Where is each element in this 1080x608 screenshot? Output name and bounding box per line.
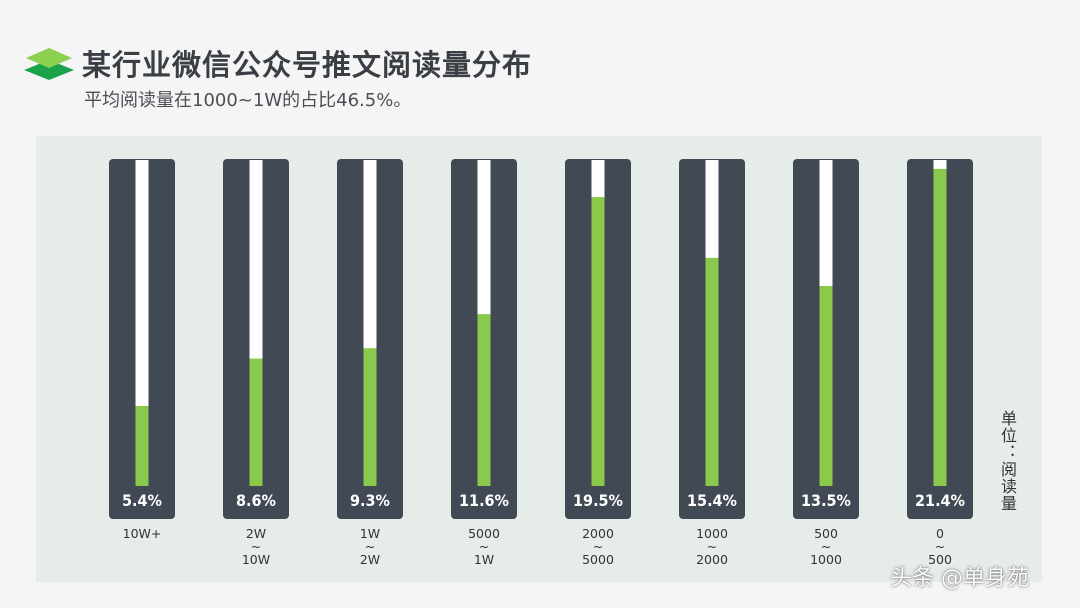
category-label: 10W <box>242 552 270 567</box>
category-label: 1W <box>474 552 494 567</box>
data-label: 11.6% <box>459 491 509 510</box>
page-title: 某行业微信公众号推文阅读量分布 <box>82 48 533 82</box>
category-label: ~ <box>251 539 261 554</box>
watermark: 头条 @单身苑 <box>890 566 1029 591</box>
category-label: 1000 <box>696 526 728 541</box>
data-label: 21.4% <box>915 491 965 510</box>
category-label: 0 <box>936 526 944 541</box>
category-label: 2W <box>246 526 266 541</box>
category-label: 2000 <box>582 526 614 541</box>
data-label: 8.6% <box>236 491 276 510</box>
bar-fill <box>819 285 833 486</box>
bar-fill <box>477 314 491 486</box>
data-label: 5.4% <box>122 491 162 510</box>
category-label: ~ <box>935 539 945 554</box>
bar-fill <box>135 405 149 486</box>
category-label: 5000 <box>468 526 500 541</box>
category-label: 2W <box>360 552 380 567</box>
unit-label: 单位：阅读量 <box>998 410 1017 512</box>
data-label: 15.4% <box>687 491 737 510</box>
page-subtitle: 平均阅读量在1000~1W的占比46.5%。 <box>84 90 412 111</box>
category-label: 1000 <box>810 552 842 567</box>
bar-fill <box>933 168 947 486</box>
category-label: ~ <box>365 539 375 554</box>
category-label: 2000 <box>696 552 728 567</box>
data-label: 9.3% <box>350 491 390 510</box>
category-label: 500 <box>814 526 838 541</box>
category-label: 10W+ <box>123 526 162 541</box>
category-label: ~ <box>821 539 831 554</box>
category-label: ~ <box>707 539 717 554</box>
category-label: ~ <box>479 539 489 554</box>
data-label: 13.5% <box>801 491 851 510</box>
bar-fill <box>705 257 719 486</box>
bar-track <box>135 160 149 486</box>
category-label: 500 <box>928 552 952 567</box>
category-label: ~ <box>593 539 603 554</box>
chart-panel <box>36 136 1042 582</box>
layers-logo-icon <box>24 48 74 80</box>
category-label: 5000 <box>582 552 614 567</box>
bar-fill <box>363 348 377 486</box>
bar-fill <box>249 358 263 486</box>
bar-fill <box>591 197 605 486</box>
data-label: 19.5% <box>573 491 623 510</box>
category-label: 1W <box>360 526 380 541</box>
